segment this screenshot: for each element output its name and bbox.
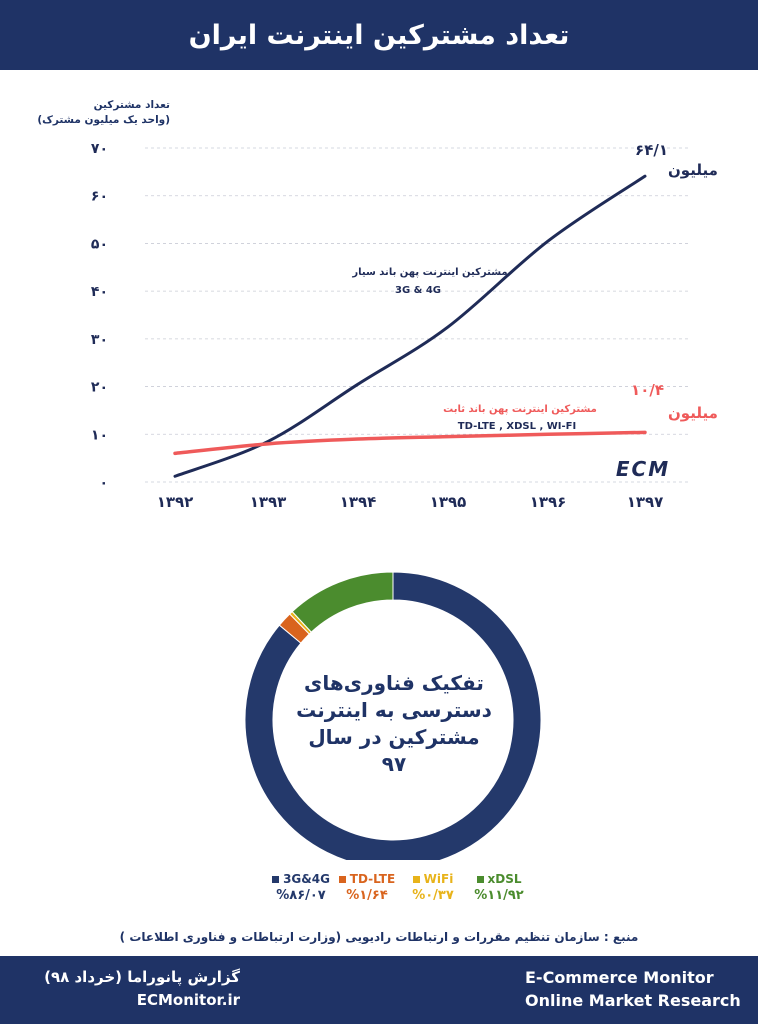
y-tick-label: ۲۰: [91, 380, 108, 396]
source-note: منبع : سازمان تنظیم مقررات و ارتباطات را…: [119, 930, 639, 944]
legend-value-wifi: %۰/۳۷: [412, 888, 454, 903]
x-tick-label: ۱۳۹۲: [157, 493, 194, 511]
legend-label-xdsl: xDSL: [487, 872, 522, 886]
footer-brand: E-Commerce Monitor Online Market Researc…: [525, 966, 750, 1012]
x-tick-label: ۱۳۹۵: [430, 493, 467, 511]
donut-title-line3: مشترکین در سال ۹۷: [308, 725, 480, 776]
fixed-broadband-line: [173, 430, 647, 456]
y-axis-title-line2: (واحد یک میلیون مشترک): [37, 114, 170, 126]
y-tick-label: ۵۰: [91, 236, 108, 252]
fixed-series-label: مشترکین اینترنت پهن باند ثابت: [443, 404, 597, 415]
legend-label-wifi: WiFi: [423, 872, 454, 886]
y-tick-label: ۱۰: [91, 427, 108, 443]
y-tick-label: ۷۰: [91, 141, 108, 157]
legend-item-tdlte: TD-LTE %۱/۶۴: [336, 872, 398, 916]
x-tick-label: ۱۳۹۳: [250, 493, 287, 511]
legend-swatch-3g4g: [272, 875, 280, 883]
x-tick-label: ۱۳۹۴: [340, 493, 377, 511]
page-title: تعداد مشترکین اینترنت ایران: [188, 19, 570, 51]
y-tick-label: ۴۰: [91, 284, 108, 300]
legend-swatch-wifi: [412, 875, 420, 883]
donut-center-title: تفکیک فناوری‌های دسترسی به اینترنت مشترک…: [294, 670, 494, 780]
donut-chart-svg: [244, 571, 542, 869]
footer-brand-tagline: Online Market Research: [525, 991, 741, 1010]
footer-report: گزارش پانوراما (خرداد ۹۸) ECMonitor.ir: [20, 966, 240, 1012]
x-tick-label: ۱۳۹۶: [530, 493, 567, 511]
y-tick-label: ۰: [99, 475, 108, 491]
mobile-end-value: ۶۴/۱: [635, 141, 668, 159]
line-chart: ۰ ۱۰ ۲۰ ۳۰ ۴۰ ۵۰ ۶۰ ۷۰ ۱۳۹۲ ۱۳۹۳ ۱۳۹۴ ۱۳۹۵ ۱۳۹۶ ۱۳۹۷…: [0, 130, 758, 520]
legend-swatch-tdlte: [338, 875, 346, 883]
mobile-series-label: مشترکین اینترنت پهن باند سیار: [351, 267, 507, 278]
x-tick-label: ۱۳۹۷: [627, 493, 664, 511]
donut-title-line2: دسترسی به اینترنت: [296, 698, 492, 722]
y-axis-title: تعداد مشترکین (واحد یک میلیون مشترک): [20, 98, 170, 128]
legend-swatch-xdsl: [476, 875, 484, 883]
donut-chart: [0, 560, 758, 869]
y-axis-title-line1: تعداد مشترکین: [93, 99, 170, 111]
mobile-series-sublabel: 3G & 4G: [395, 285, 441, 296]
y-tick-label: ۶۰: [91, 189, 108, 205]
footer-bar: گزارش پانوراما (خرداد ۹۸) ECMonitor.ir E…: [0, 956, 758, 1024]
footer-brand-name: E-Commerce Monitor: [525, 968, 714, 987]
legend-item-wifi: WiFi %۰/۳۷: [402, 872, 464, 916]
legend-item-xdsl: xDSL %۱۱/۹۲: [468, 872, 530, 916]
header-bar: تعداد مشترکین اینترنت ایران: [0, 0, 758, 70]
y-tick-label: ۳۰: [91, 332, 108, 348]
footer-website: ECMonitor.ir: [136, 991, 240, 1009]
line-chart-svg: ۰ ۱۰ ۲۰ ۳۰ ۴۰ ۵۰ ۶۰ ۷۰ ۱۳۹۲ ۱۳۹۳ ۱۳۹۴ ۱۳۹۵ ۱۳۹۶ ۱۳۹۷…: [91, 141, 718, 511]
donut-title-line1: تفکیک فناوری‌های: [304, 671, 484, 695]
donut-legend: 3G&4G %۸۶/۰۷ TD-LTE %۱/۶۴ WiFi %۰/۳۷ xDS…: [270, 872, 530, 916]
fixed-series-sublabel: TD-LTE , XDSL , WI-FI: [458, 421, 576, 432]
legend-label-tdlte: TD-LTE: [349, 872, 396, 886]
legend-value-3g4g: %۸۶/۰۷: [276, 888, 326, 903]
legend-label-3g4g: 3G&4G: [283, 872, 330, 886]
legend-value-tdlte: %۱/۶۴: [346, 888, 388, 903]
donut-slice-xdsl: [291, 571, 394, 633]
mobile-end-unit: میلیون: [668, 161, 718, 179]
fixed-end-value: ۱۰/۴: [631, 381, 664, 399]
donut-slice-3g4g: [244, 571, 542, 869]
ecm-logo: ECM: [616, 457, 670, 481]
fixed-end-unit: میلیون: [668, 404, 718, 422]
legend-item-3g4g: 3G&4G %۸۶/۰۷: [270, 872, 332, 916]
footer-report-title: گزارش پانوراما (خرداد ۹۸): [44, 968, 240, 986]
legend-value-xdsl: %۱۱/۹۲: [474, 888, 524, 903]
